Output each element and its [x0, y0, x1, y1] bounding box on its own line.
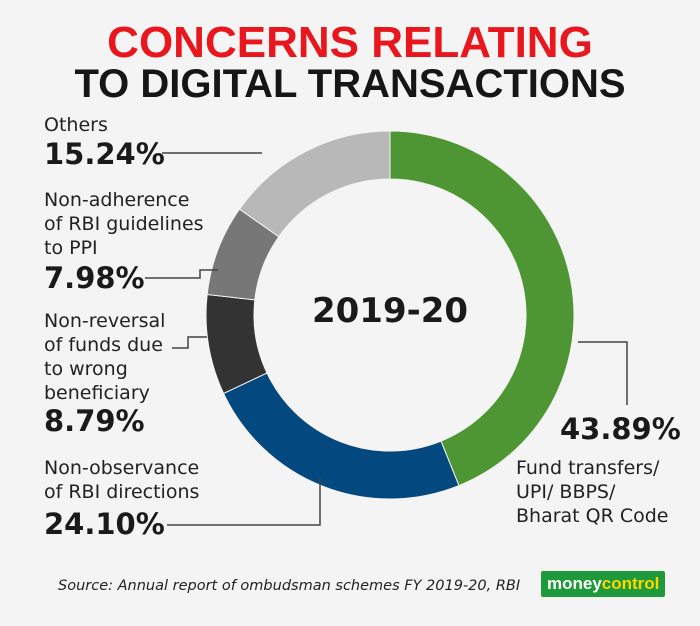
label-non-observance: Non-observance of RBI directions	[44, 457, 200, 503]
slice-fund-transfers	[389, 130, 575, 487]
pct-non-observance: 24.10%	[44, 507, 165, 541]
source-note: Source: Annual report of ombudsman schem…	[58, 578, 521, 594]
pct-fund-transfers: 43.89%	[560, 412, 681, 446]
moneycontrol-logo: money control	[541, 571, 666, 597]
label-non-reversal: Non-reversal of funds due to wrong benef…	[44, 310, 166, 404]
pct-non-reversal: 8.79%	[44, 404, 145, 438]
slice-others	[238, 130, 391, 238]
leader-line-non-observance	[167, 478, 321, 526]
chart-title-line-2: TO DIGITAL TRANSACTIONS	[74, 62, 626, 106]
pct-others: 15.24%	[44, 137, 165, 171]
leader-line-non-reversal	[172, 336, 207, 349]
center-label: 2019-20	[312, 291, 468, 331]
label-fund-transfers: Fund transfers/ UPI/ BBPS/ Bharat QR Cod…	[516, 457, 669, 527]
leader-line-fund-transfers	[578, 341, 628, 405]
slice-non-observance	[222, 372, 460, 500]
label-others: Others	[44, 114, 108, 136]
leader-lines	[145, 152, 628, 526]
logo-part-control: control	[601, 574, 660, 593]
logo-part-money: money	[547, 574, 602, 593]
leader-line-non-adherence	[145, 269, 218, 279]
pct-non-adherence: 7.98%	[44, 261, 145, 295]
donut-slices	[205, 130, 575, 500]
chart-title-line-1: CONCERNS RELATING	[107, 18, 593, 67]
label-non-adherence: Non-adherence of RBI guidelines to PPI	[44, 189, 204, 259]
